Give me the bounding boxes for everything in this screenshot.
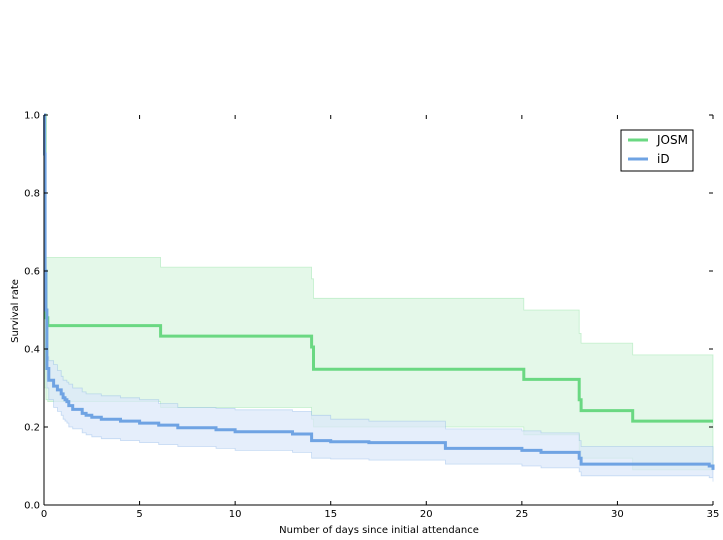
y-tick-label: 1.0 — [24, 111, 40, 122]
y-tick-label: 0.2 — [24, 423, 40, 434]
series-line-id — [43, 113, 715, 470]
legend: JOSM iD — [620, 129, 694, 172]
x-tick-label: 30 — [611, 509, 624, 520]
x-tick-label: 15 — [324, 509, 337, 520]
y-tick-label: 0.6 — [24, 267, 40, 278]
y-axis-label: Survival rate — [10, 279, 21, 343]
y-tick-label: 0.8 — [24, 189, 40, 200]
y-axis: 0.0 0.2 0.4 0.6 0.8 1.0 — [24, 111, 713, 512]
x-tick-label: 0 — [41, 509, 47, 520]
band-id — [44, 114, 714, 482]
x-axis-label: Number of days since initial attendance — [279, 525, 479, 536]
legend-label-josm: JOSM — [656, 133, 688, 147]
plot-frame — [43, 115, 713, 506]
confidence-bands — [44, 114, 714, 482]
x-tick-label: 25 — [515, 509, 528, 520]
x-axis: 0 5 10 15 20 25 30 35 — [41, 115, 720, 520]
legend-label-id: iD — [657, 152, 670, 166]
x-tick-label: 5 — [136, 509, 142, 520]
survival-lines — [43, 113, 715, 470]
x-tick-label: 20 — [420, 509, 433, 520]
y-tick-label: 0.4 — [24, 345, 40, 356]
legend-box — [620, 129, 694, 172]
x-tick-label: 10 — [229, 509, 242, 520]
x-tick-label: 35 — [707, 509, 720, 520]
y-tick-label: 0.0 — [24, 501, 40, 512]
